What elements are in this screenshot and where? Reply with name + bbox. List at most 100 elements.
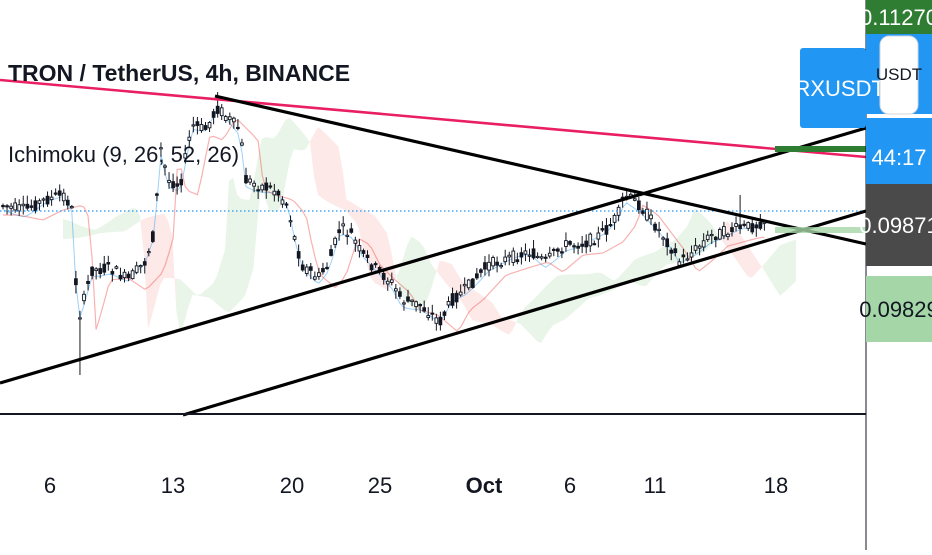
candle-body — [345, 234, 350, 237]
candle-body — [167, 179, 171, 183]
candle-body — [292, 236, 297, 240]
candle-body — [45, 195, 50, 205]
candle-body — [600, 228, 605, 231]
countdown-tag-text: 44:17 — [871, 145, 926, 170]
candle — [511, 247, 516, 266]
candle — [410, 299, 414, 307]
candle-body — [300, 264, 305, 271]
candle — [65, 195, 70, 210]
candle-body — [564, 240, 568, 247]
candle-body — [187, 136, 192, 141]
cloud-segment — [326, 134, 331, 204]
cloud-segment — [233, 177, 238, 309]
candle-body — [398, 291, 402, 297]
candle — [361, 248, 366, 257]
candle — [138, 264, 143, 274]
candle-body — [657, 228, 661, 231]
cloud-segment — [148, 216, 153, 329]
candle — [450, 287, 455, 309]
candle-body — [110, 271, 115, 275]
candle — [519, 247, 524, 265]
x-tick-label: 18 — [764, 473, 788, 498]
cloud-segment — [747, 245, 752, 278]
cloud-segment — [318, 126, 323, 198]
candle — [523, 243, 528, 262]
candle — [236, 119, 240, 131]
candle-body — [738, 224, 742, 229]
candle-body — [734, 223, 738, 227]
candle-body — [394, 288, 398, 292]
candle-body — [29, 205, 34, 208]
candle — [231, 116, 236, 129]
candle-body — [556, 248, 560, 252]
cloud-segment — [208, 283, 213, 301]
candle — [580, 235, 584, 254]
candle-body — [718, 229, 722, 240]
candle — [240, 138, 244, 147]
candle — [296, 244, 301, 267]
candle — [9, 202, 13, 216]
candle — [414, 300, 418, 312]
candle — [470, 277, 475, 289]
cloud-segment — [585, 273, 590, 302]
symbol-tag: TRXUSDT — [781, 48, 885, 128]
candle-body — [236, 126, 240, 130]
candle — [556, 247, 560, 258]
cloud-segment — [265, 137, 270, 211]
cloud-segment — [75, 223, 80, 239]
candle-body — [507, 254, 512, 258]
candle — [264, 177, 269, 199]
candle-body — [450, 293, 455, 306]
candle-body — [21, 203, 26, 207]
cloud-segment — [139, 215, 144, 257]
candle-body — [183, 153, 188, 159]
cloud-segment — [131, 208, 136, 227]
candle — [199, 118, 204, 133]
cloud-segment — [220, 249, 225, 311]
candle — [709, 229, 714, 244]
cloud-segment — [658, 247, 663, 273]
candle-body — [454, 292, 459, 303]
candle — [758, 214, 763, 231]
candle-body — [78, 317, 82, 320]
candle — [106, 255, 111, 271]
candle-body — [199, 124, 204, 131]
candle-body — [462, 283, 467, 287]
candle — [292, 234, 297, 242]
candle — [175, 176, 179, 195]
candle-body — [681, 254, 686, 258]
cloud-segment — [103, 222, 108, 233]
candle-body — [98, 268, 103, 275]
candle — [25, 195, 30, 211]
candle — [649, 209, 653, 225]
candle-body — [689, 252, 694, 258]
candle-body — [341, 223, 346, 227]
candle-body — [231, 117, 236, 123]
candle — [539, 253, 544, 261]
cloud-segment — [423, 246, 428, 305]
cloud-segment — [638, 256, 643, 287]
candle — [426, 307, 431, 321]
cloud-segment — [322, 130, 327, 201]
cloud-segment — [289, 117, 294, 161]
cloud-segment — [354, 204, 359, 228]
cloud-segment — [176, 278, 181, 334]
candle — [333, 236, 337, 248]
cloud-segment — [528, 300, 533, 337]
candle-body — [130, 270, 135, 280]
candle-body — [495, 261, 499, 266]
candle-body — [280, 199, 285, 205]
candle — [705, 230, 710, 242]
cloud-segment — [755, 257, 760, 274]
candle-body — [150, 231, 155, 242]
candle-body — [430, 312, 435, 315]
candle — [560, 247, 564, 259]
candle — [78, 310, 82, 375]
candle-body — [94, 268, 98, 272]
candle — [191, 116, 196, 133]
candle — [321, 262, 325, 275]
cloud-segment — [301, 131, 306, 151]
candle-body — [353, 239, 358, 244]
candle — [288, 215, 293, 227]
